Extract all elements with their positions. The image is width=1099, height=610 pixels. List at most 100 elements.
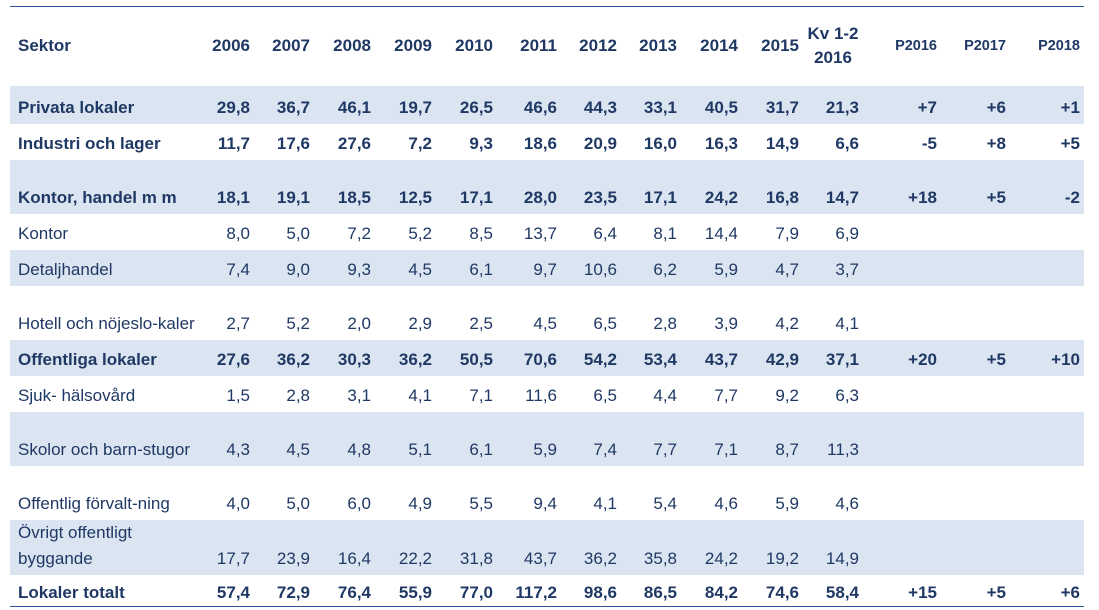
table-cell: 17,1: [621, 160, 681, 214]
table-cell: 19,7: [375, 86, 436, 124]
table-cell: 98,6: [583, 583, 617, 602]
table-cell: 31,8: [436, 520, 497, 575]
table-row: Hotell och nöjeslo-kaler 2,7 5,2 2,0 2,9 2,5 4…: [10, 286, 1084, 340]
table-cell: 4,4: [653, 386, 677, 405]
table-cell: 14,7: [803, 160, 863, 214]
table-cell: 27,6: [337, 134, 371, 153]
table-cell: [941, 520, 1010, 575]
table-cell: 3,9: [714, 314, 738, 333]
table-cell: 4,2: [775, 314, 799, 333]
table-cell: 76,4: [337, 583, 371, 602]
table-cell: 5,5: [469, 494, 493, 513]
table-cell: 13,7: [523, 224, 557, 243]
table-cell: 6,1: [436, 412, 497, 466]
table-cell: 43,7: [497, 520, 561, 575]
table-cell: 5,1: [375, 412, 436, 466]
table-cell: 30,3: [314, 340, 375, 376]
row-label: Sjuk- hälsovård: [18, 386, 136, 405]
table-cell: 11,6: [525, 386, 557, 405]
table-cell: 12,5: [375, 160, 436, 214]
table-cell: 7,7: [621, 412, 681, 466]
table-cell: 14,4: [704, 224, 738, 243]
table-cell: +8: [986, 134, 1006, 153]
table-cell: 6,2: [621, 250, 681, 286]
table-cell: 2,8: [653, 314, 677, 333]
table-cell: 5,0: [286, 494, 310, 513]
table-cell: [941, 286, 1010, 340]
column-header: 2009: [394, 36, 432, 55]
table-cell: 37,1: [803, 340, 863, 376]
table-cell: 7,4: [200, 250, 254, 286]
table-cell: 2,0: [347, 314, 371, 333]
table-cell: 54,2: [561, 340, 621, 376]
table-cell: [1010, 250, 1084, 286]
table-cell: 21,3: [803, 86, 863, 124]
column-header: 2007: [272, 36, 310, 55]
table-cell: +10: [1010, 340, 1084, 376]
table-cell: [863, 286, 941, 340]
table-cell: 6,6: [835, 134, 859, 153]
table-cell: 14,9: [803, 520, 863, 575]
table-cell: 4,6: [835, 494, 859, 513]
table-cell: 36,7: [254, 86, 314, 124]
table-cell: 72,9: [276, 583, 310, 602]
table-cell: 46,6: [497, 86, 561, 124]
table-cell: +20: [863, 340, 941, 376]
table-cell: [1010, 376, 1084, 412]
table-cell: 4,8: [314, 412, 375, 466]
table-cell: 8,5: [469, 224, 493, 243]
table-cell: 3,7: [803, 250, 863, 286]
table-cell: 5,2: [408, 224, 432, 243]
table-cell: 24,2: [681, 160, 742, 214]
table-cell: +6: [941, 86, 1010, 124]
table-row: Offentliga lokaler 27,6 36,2 30,3 36,2 50,5 70…: [10, 340, 1084, 376]
construction-investment-table: Sektor 2006 2007 2008 2009 2010 2011 201…: [10, 6, 1084, 609]
table-cell: 70,6: [497, 340, 561, 376]
table-cell: 40,5: [681, 86, 742, 124]
table-cell: 50,5: [436, 340, 497, 376]
table-cell: +18: [863, 160, 941, 214]
table-cell: -2: [1010, 160, 1084, 214]
table-cell: 7,1: [681, 412, 742, 466]
table-cell: [1010, 214, 1084, 250]
table-cell: 84,2: [704, 583, 738, 602]
table-cell: 23,5: [561, 160, 621, 214]
table-cell: +5: [1060, 134, 1080, 153]
table-row: Industri och lager 11,7 17,6 27,6 7,2 9,3 18,6…: [10, 124, 1084, 160]
table-row: Privata lokaler 29,8 36,7 46,1 19,7 26,5 46,6 4…: [10, 86, 1084, 124]
table-cell: 9,4: [533, 494, 557, 513]
table-cell: [863, 214, 941, 250]
table-cell: 18,5: [314, 160, 375, 214]
table-cell: +5: [941, 160, 1010, 214]
row-label: Industri och lager: [18, 134, 161, 153]
table-cell: 7,4: [561, 412, 621, 466]
table-cell: 11,7: [217, 134, 250, 153]
table-cell: 4,7: [742, 250, 803, 286]
table-cell: [941, 250, 1010, 286]
table-cell: 17,7: [200, 520, 254, 575]
table-cell: [941, 376, 1010, 412]
table-cell: 8,1: [653, 224, 677, 243]
table-cell: +15: [908, 583, 937, 602]
table-cell: 7,1: [469, 386, 493, 405]
column-header: 2013: [639, 36, 677, 55]
table-cell: 26,5: [436, 86, 497, 124]
table-cell: 5,4: [653, 494, 677, 513]
table-cell: 28,0: [497, 160, 561, 214]
table-cell: 7,2: [408, 134, 432, 153]
table-cell: 9,0: [254, 250, 314, 286]
table-cell: 46,1: [314, 86, 375, 124]
table-cell: 23,9: [254, 520, 314, 575]
table-cell: [863, 412, 941, 466]
table-cell: 14,9: [765, 134, 799, 153]
table-cell: +7: [863, 86, 941, 124]
column-header: 2006: [212, 36, 250, 55]
row-label: Offentliga lokaler: [10, 340, 200, 376]
column-header: P2017: [964, 38, 1006, 54]
column-header: 2010: [455, 36, 493, 55]
table-cell: 4,9: [408, 494, 432, 513]
table-cell: 2,7: [226, 314, 250, 333]
table-cell: 6,1: [436, 250, 497, 286]
table-row: Övrigt offentligt byggande 17,7 23,9 16,4 22…: [10, 520, 1084, 575]
table-cell: +5: [941, 340, 1010, 376]
